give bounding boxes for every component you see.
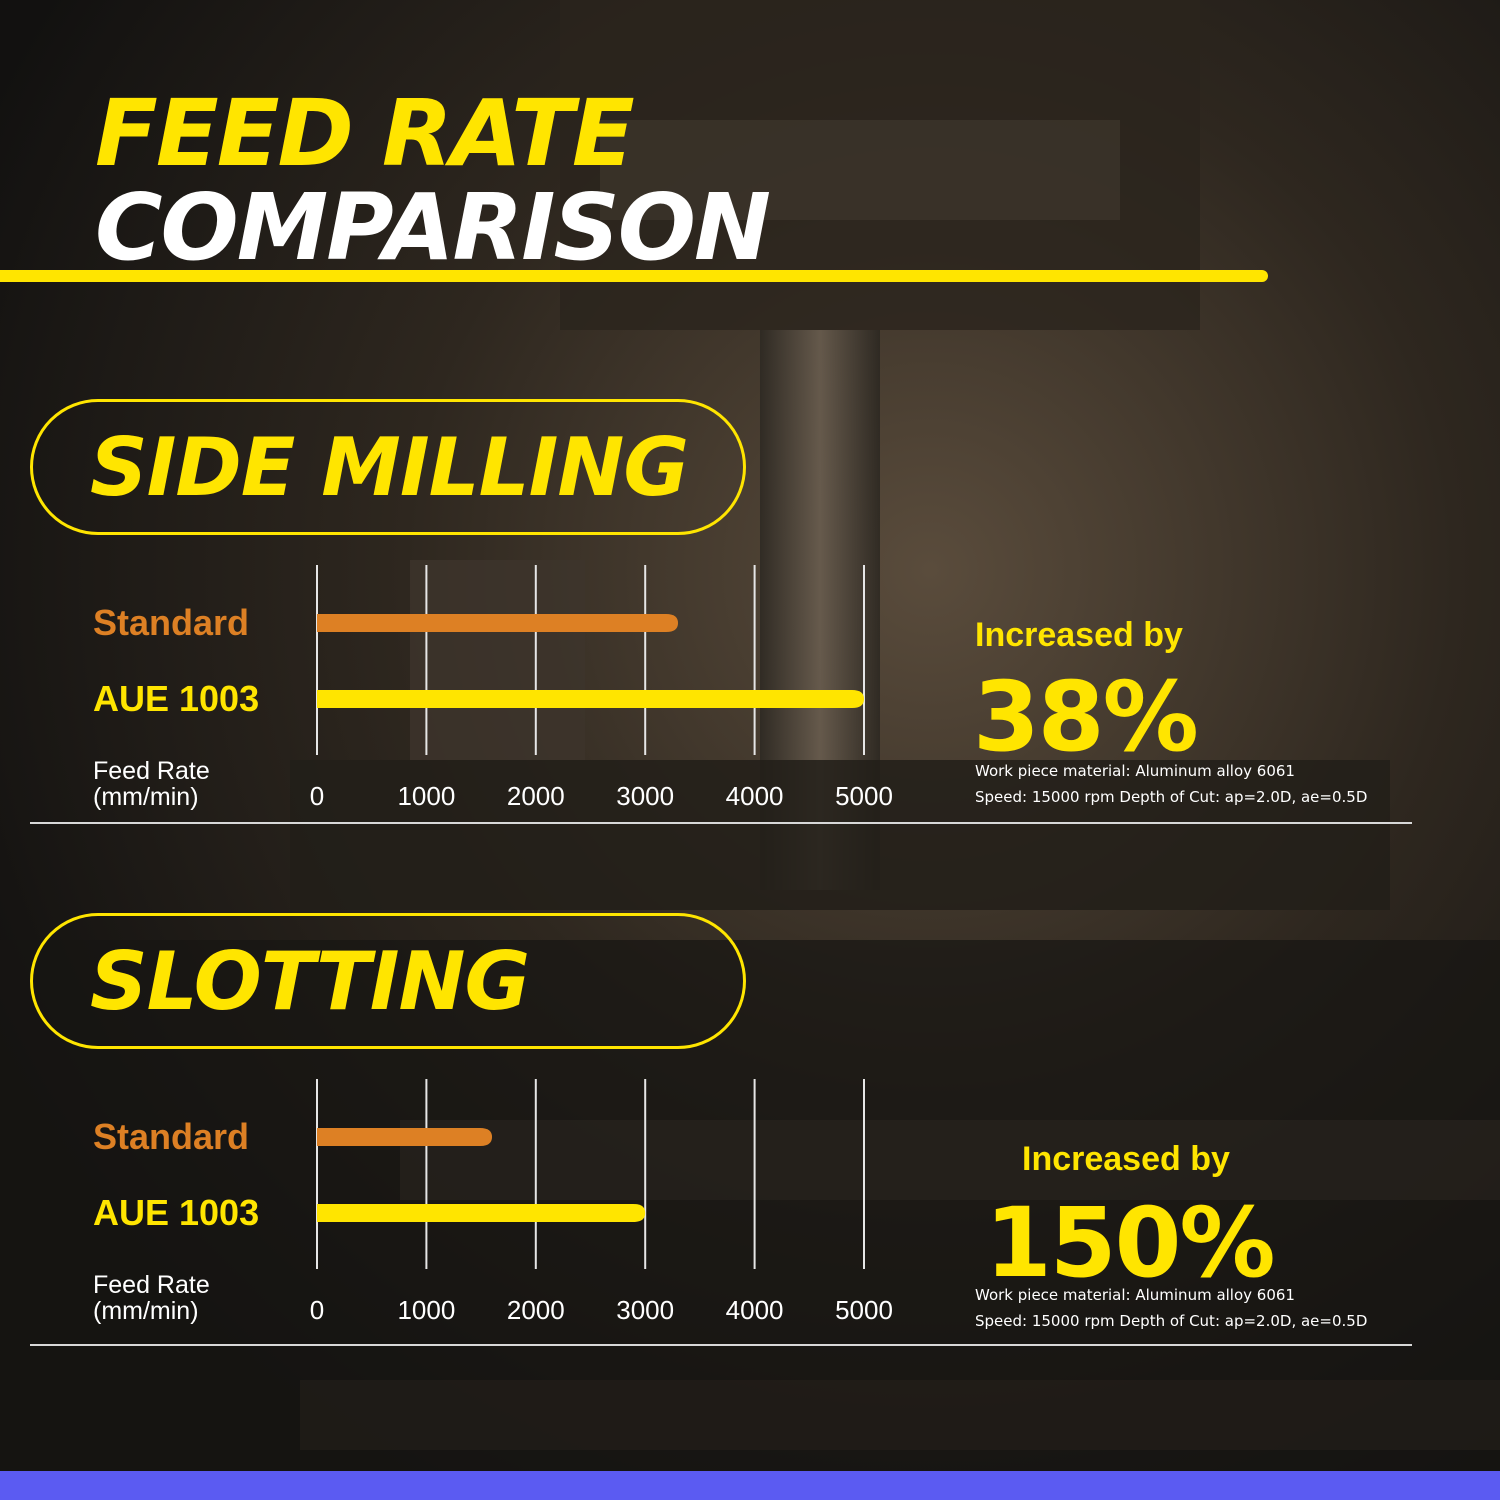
slotting-category-label: Standard	[93, 1116, 249, 1157]
slotting-separator	[30, 1344, 1412, 1346]
slotting-material-note: Work piece material: Aluminum alloy 6061	[975, 1286, 1295, 1304]
slotting-axis-label: Feed Rate	[93, 1271, 210, 1299]
slotting-x-tick-label: 1000	[397, 1295, 455, 1325]
side-milling-bar-aue-1003	[317, 690, 864, 708]
slotting-category-label: AUE 1003	[93, 1192, 259, 1233]
slotting-speed-note: Speed: 15000 rpm Depth of Cut: ap=2.0D, …	[975, 1312, 1368, 1330]
side-milling-x-tick-label: 2000	[507, 781, 565, 811]
side-milling-bar-standard	[317, 614, 679, 632]
side-milling-increase-label: Increased by	[975, 616, 1183, 654]
bottom-color-bar	[0, 1471, 1500, 1500]
slotting-x-tick-label: 2000	[507, 1295, 565, 1325]
side-milling-category-label: AUE 1003	[93, 678, 259, 719]
slotting-x-tick-label: 5000	[835, 1295, 893, 1325]
slotting-heading-pill: SLOTTING	[30, 913, 746, 1049]
title-underline	[0, 270, 1268, 282]
side-milling-x-tick-label: 3000	[616, 781, 674, 811]
side-milling-heading-pill: SIDE MILLING	[30, 399, 746, 535]
side-milling-material-note: Work piece material: Aluminum alloy 6061	[975, 762, 1295, 780]
side-milling-increase-value: 38%	[973, 661, 1199, 773]
side-milling-heading: SIDE MILLING	[90, 421, 689, 514]
side-milling-separator	[30, 822, 1412, 824]
side-milling-category-label: Standard	[93, 602, 249, 643]
side-milling-x-tick-label: 1000	[397, 781, 455, 811]
slotting-x-tick-label: 3000	[616, 1295, 674, 1325]
side-milling-speed-note: Speed: 15000 rpm Depth of Cut: ap=2.0D, …	[975, 788, 1368, 806]
side-milling-axis-label: (mm/min)	[93, 783, 199, 811]
title-line-1: FEED RATE	[95, 80, 635, 187]
side-milling-x-tick-label: 0	[310, 781, 324, 811]
slotting-increase-value: 150%	[985, 1187, 1276, 1299]
slotting-bar-aue-1003	[317, 1204, 646, 1222]
side-milling-x-tick-label: 5000	[835, 781, 893, 811]
slotting-chart: 0 1000 2000 3000 4000 5000 Standard AUE 1003 Fee…	[93, 1079, 893, 1325]
slotting-axis-label: (mm/min)	[93, 1297, 199, 1325]
slotting-bar-standard	[317, 1128, 493, 1146]
side-milling-x-tick-label: 4000	[726, 781, 784, 811]
slotting-x-tick-label: 4000	[726, 1295, 784, 1325]
slotting-x-tick-label: 0	[310, 1295, 324, 1325]
side-milling-chart: 0 1000 2000 3000 4000 5000 Standard AUE 1003 Fee…	[93, 565, 893, 811]
title-line-2: COMPARISON	[95, 174, 771, 281]
side-milling-axis-label: Feed Rate	[93, 757, 210, 785]
slotting-increase-label: Increased by	[1022, 1140, 1230, 1178]
slotting-heading: SLOTTING	[90, 935, 530, 1028]
